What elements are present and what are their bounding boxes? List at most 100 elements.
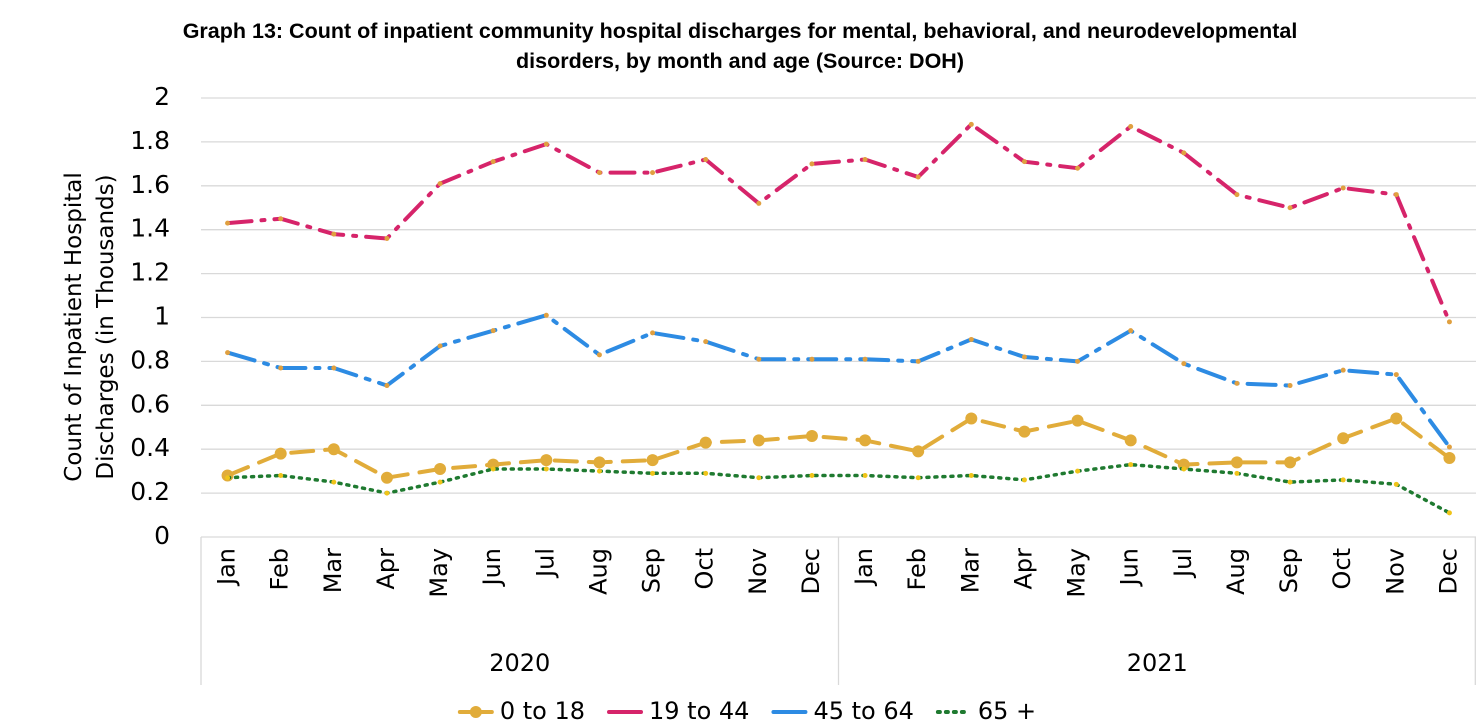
series-point — [1393, 192, 1399, 198]
series-line — [225, 313, 1452, 449]
series-point — [540, 454, 553, 467]
series-point — [756, 356, 762, 362]
series-point — [1071, 414, 1084, 427]
x-tick-label: Jan — [850, 548, 878, 587]
x-group-label: 2021 — [1127, 649, 1188, 677]
series-point — [756, 475, 762, 481]
series-point — [596, 352, 602, 358]
y-tick-label: 0 — [154, 521, 170, 550]
series-point — [699, 436, 712, 449]
x-tick-label: Jul — [531, 548, 559, 579]
series-point — [1075, 165, 1081, 171]
series-point — [862, 156, 868, 162]
x-tick-label: Mar — [956, 548, 984, 593]
series-point — [596, 170, 602, 176]
y-tick-label: 0.8 — [130, 345, 170, 374]
series-point — [1021, 354, 1027, 360]
series-point — [1124, 434, 1137, 447]
series-point — [1287, 479, 1293, 485]
series-point — [862, 356, 868, 362]
series-point — [1181, 361, 1187, 367]
series-point — [915, 174, 921, 180]
x-tick-label: May — [425, 548, 453, 598]
series-point — [1446, 319, 1452, 325]
series-point — [278, 216, 284, 222]
series-point — [650, 170, 656, 176]
y-tick-label: 0.6 — [130, 389, 170, 418]
series-point — [437, 181, 443, 187]
series-point — [331, 365, 337, 371]
series-point — [1075, 468, 1081, 474]
series-point — [384, 383, 390, 389]
series-point — [1018, 425, 1031, 438]
series-point — [1287, 205, 1293, 211]
legend-label: 19 to 44 — [649, 697, 749, 725]
series-point — [968, 121, 974, 127]
x-tick-label: Mar — [319, 548, 347, 593]
series-point — [225, 220, 231, 226]
series-point — [809, 473, 815, 479]
series-point — [1234, 470, 1240, 476]
series-point — [384, 490, 390, 496]
series-point — [278, 473, 284, 479]
series-point — [490, 159, 496, 165]
series-point — [1230, 456, 1243, 469]
series-point — [646, 454, 659, 467]
series-point — [331, 479, 337, 485]
x-tick-label: Sep — [1275, 548, 1303, 593]
x-tick-label: Apr — [1009, 548, 1037, 590]
series-point — [380, 471, 393, 484]
series-point — [1128, 462, 1134, 468]
series-line — [225, 416, 1452, 480]
y-tick-label: 1.4 — [130, 214, 170, 243]
legend-label: 45 to 64 — [813, 697, 913, 725]
series-point — [915, 475, 921, 481]
series-point — [1340, 367, 1346, 373]
series-point — [1287, 383, 1293, 389]
series-point — [650, 330, 656, 336]
series-point — [437, 479, 443, 485]
x-tick-label: Jun — [1116, 548, 1144, 588]
series-point — [809, 356, 815, 362]
series-point — [1446, 510, 1452, 516]
x-tick-label: Nov — [744, 548, 772, 595]
series-point — [1443, 451, 1456, 464]
series-point — [752, 434, 765, 447]
x-group-label: 2020 — [489, 649, 550, 677]
x-tick-label: Aug — [584, 548, 612, 595]
series-point — [596, 468, 602, 474]
x-tick-label: Jun — [478, 548, 506, 588]
series-point — [862, 473, 868, 479]
series-point — [543, 141, 549, 147]
series-point — [859, 434, 872, 447]
x-tick-label: Dec — [1434, 548, 1462, 594]
series-point — [809, 161, 815, 167]
series-line — [225, 122, 1452, 324]
series-line — [225, 462, 1452, 515]
x-tick-label: Jul — [1169, 548, 1197, 579]
y-tick-label: 1.8 — [130, 126, 170, 155]
x-tick-label: Nov — [1381, 548, 1409, 595]
x-tick-label: Feb — [903, 548, 931, 591]
series-point — [543, 466, 549, 472]
x-tick-label: Apr — [372, 548, 400, 590]
series-point — [1446, 444, 1452, 450]
y-tick-label: 1.2 — [130, 258, 170, 287]
series-point — [434, 462, 447, 475]
series-point — [490, 328, 496, 334]
chart-title: Graph 13: Count of inpatient community h… — [182, 19, 1298, 73]
series-point — [593, 456, 606, 469]
legend: 0 to 18 19 to 44 45 to 64 65 + — [457, 697, 1036, 725]
series-point — [1340, 477, 1346, 483]
series-point — [327, 443, 340, 456]
series-point — [384, 235, 390, 241]
series-point — [331, 231, 337, 237]
series-point — [1393, 481, 1399, 487]
x-tick-label: Jan — [213, 548, 241, 587]
series-point — [1181, 466, 1187, 472]
series-point — [703, 156, 709, 162]
x-tick-label: Aug — [1222, 548, 1250, 595]
legend-marker — [469, 706, 482, 718]
